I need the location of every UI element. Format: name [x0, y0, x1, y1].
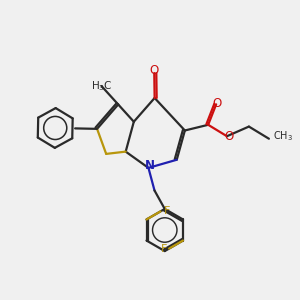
Text: O: O	[225, 130, 234, 143]
Text: O: O	[212, 97, 221, 110]
Text: CH$_3$: CH$_3$	[273, 130, 293, 143]
Text: F: F	[164, 206, 170, 216]
Text: O: O	[150, 64, 159, 77]
Text: F: F	[161, 244, 168, 254]
Text: N: N	[145, 159, 155, 172]
Text: H$_3$C: H$_3$C	[91, 79, 112, 93]
